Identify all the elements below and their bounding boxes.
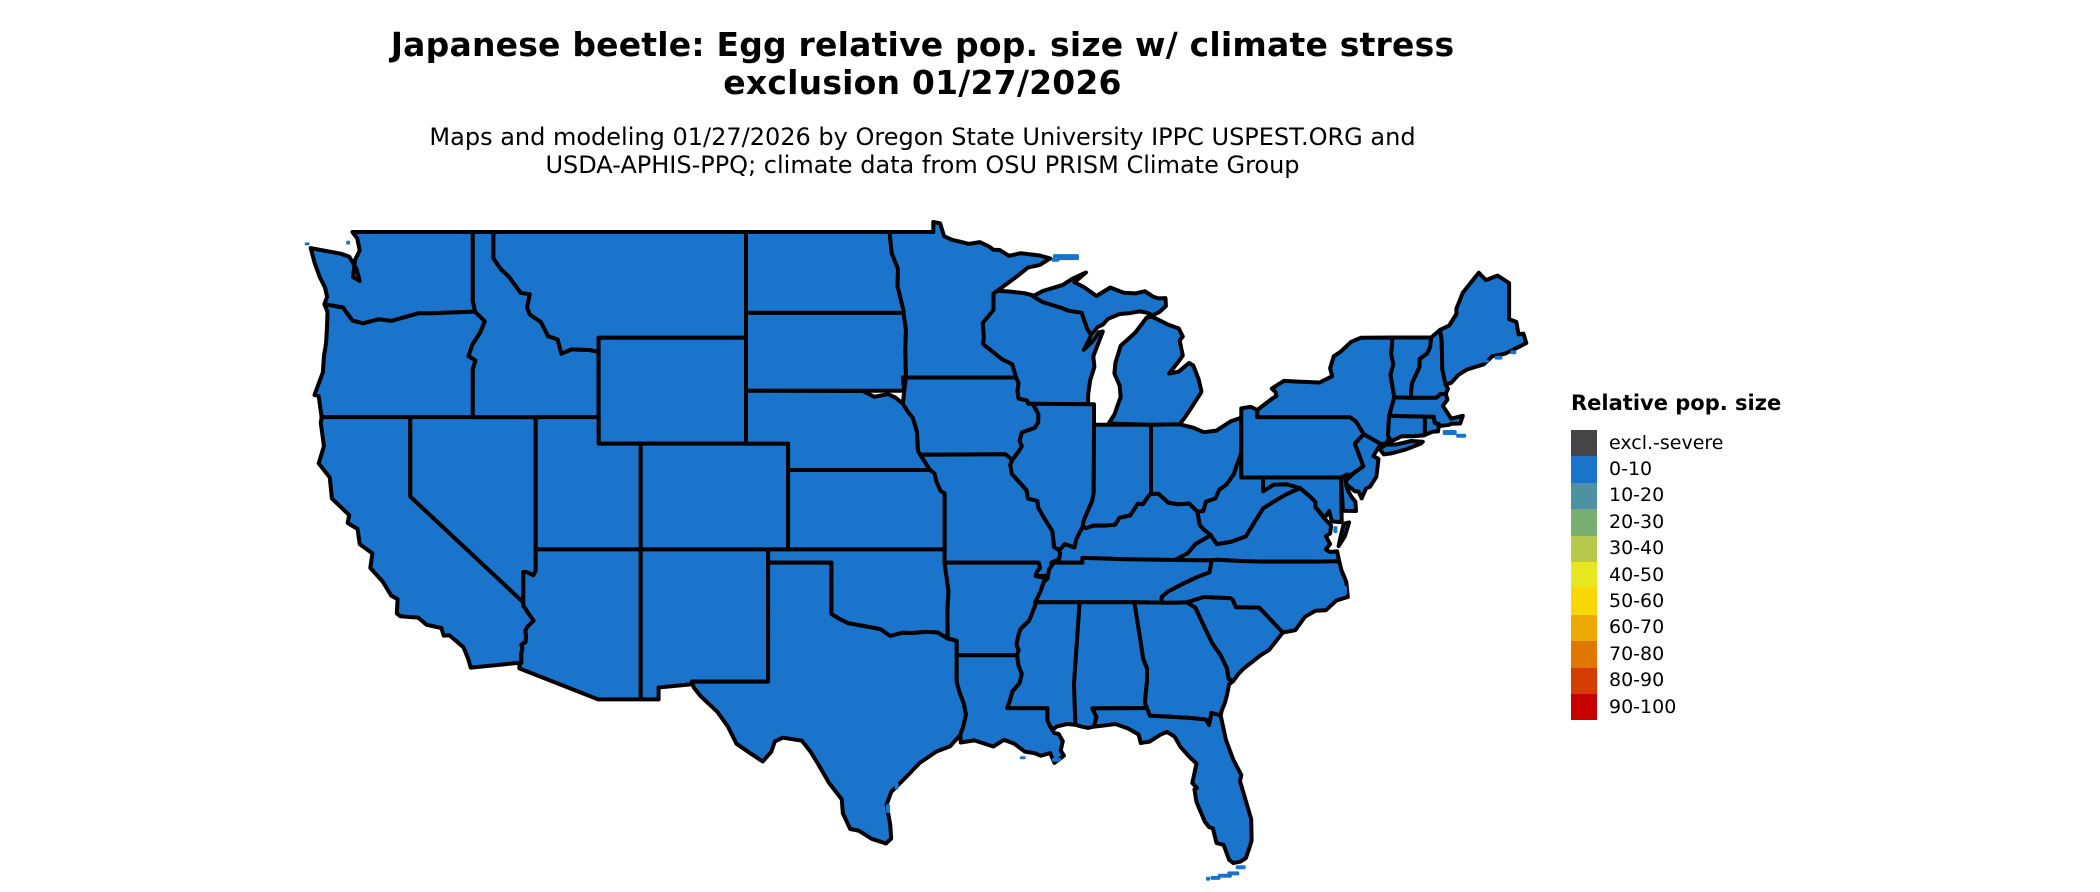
legend-item: 70-80 xyxy=(1571,641,1781,668)
legend-swatch-5 xyxy=(1571,561,1597,589)
states-layer xyxy=(308,219,1529,866)
island-speck xyxy=(1053,254,1079,261)
island-speck xyxy=(1051,257,1060,262)
subtitle-line-1: Maps and modeling 01/27/2026 by Oregon S… xyxy=(429,123,1416,151)
coastal-islands-layer xyxy=(304,240,1517,881)
legend-label: 90-100 xyxy=(1609,695,1677,718)
island-speck xyxy=(1510,350,1517,355)
state-SC xyxy=(1185,595,1285,683)
state-TX xyxy=(689,560,968,846)
legend-item: 20-30 xyxy=(1571,509,1781,536)
state-MS xyxy=(1005,600,1082,732)
state-AZ xyxy=(517,547,643,702)
legend-item: 80-90 xyxy=(1571,667,1781,694)
legend-label: 30-40 xyxy=(1609,537,1665,560)
legend-swatch-2 xyxy=(1571,482,1597,510)
island-speck xyxy=(1482,359,1489,363)
legend-item: 50-60 xyxy=(1571,588,1781,615)
island-speck xyxy=(1217,873,1232,878)
island-speck xyxy=(1210,875,1221,880)
island-speck xyxy=(1342,585,1347,595)
island-speck xyxy=(886,804,891,814)
legend-swatch-3 xyxy=(1571,509,1597,536)
state-OR xyxy=(312,302,487,420)
legend-swatch-10 xyxy=(1571,693,1597,721)
state-WY xyxy=(596,335,748,446)
state-NM xyxy=(638,547,771,702)
subtitle-line-2: USDA-APHIS-PPQ; climate data from OSU PR… xyxy=(545,150,1300,179)
island-speck xyxy=(304,242,310,246)
legend-item: 30-40 xyxy=(1571,535,1781,562)
island-speck xyxy=(1456,433,1467,438)
legend-swatch-0 xyxy=(1571,430,1597,457)
page-title: Japanese beetle: Egg relative pop. size … xyxy=(0,26,1845,102)
island-speck xyxy=(1333,526,1338,534)
legend-label: 10-20 xyxy=(1609,484,1665,507)
state-SD xyxy=(744,310,908,393)
legend-title: Relative pop. size xyxy=(1571,391,1782,415)
legend-swatch-4 xyxy=(1571,535,1597,562)
legend-label: 0-10 xyxy=(1609,458,1653,481)
legend-item: 60-70 xyxy=(1571,614,1781,642)
legend-swatch-1 xyxy=(1571,456,1597,483)
state-MD xyxy=(1261,475,1344,525)
legend-swatch-7 xyxy=(1571,614,1597,642)
legend-item: 10-20 xyxy=(1571,482,1781,510)
legend-item: 40-50 xyxy=(1571,561,1781,589)
legend-label: 50-60 xyxy=(1609,590,1665,613)
legend-label: 60-70 xyxy=(1609,616,1665,639)
state-FL xyxy=(1090,706,1254,866)
island-speck xyxy=(1442,430,1457,435)
island-speck xyxy=(1206,876,1210,881)
state-MN xyxy=(887,219,1053,380)
legend-swatch-6 xyxy=(1571,588,1597,615)
state-ME xyxy=(1438,270,1529,387)
legend: Relative pop. size excl.-severe 0-10 10-20… xyxy=(1571,391,1782,721)
legend-swatch-8 xyxy=(1571,641,1597,668)
legend-label: 40-50 xyxy=(1609,563,1665,586)
legend-item: excl.-severe xyxy=(1571,430,1781,457)
state-CO xyxy=(638,441,791,552)
island-speck xyxy=(1235,865,1246,870)
legend-label: excl.-severe xyxy=(1609,431,1724,454)
legend-swatch-9 xyxy=(1571,667,1597,694)
legend-label: 20-30 xyxy=(1609,510,1665,533)
island-speck xyxy=(346,240,351,245)
legend-item: 90-100 xyxy=(1571,693,1781,721)
legend-rows: excl.-severe 0-10 10-20 20-30 30-40 40-50 50-6… xyxy=(1571,430,1781,721)
state-MI xyxy=(1030,270,1204,427)
title-line-2: exclusion 01/27/2026 xyxy=(723,63,1122,102)
state-WI xyxy=(980,288,1105,407)
title-line-1: Japanese beetle: Egg relative pop. size … xyxy=(390,25,1455,64)
island-speck xyxy=(1052,757,1061,762)
state-CT xyxy=(1383,413,1427,446)
legend-label: 80-90 xyxy=(1609,669,1665,692)
island-speck xyxy=(1019,756,1026,760)
state-ND xyxy=(744,230,906,315)
island-speck xyxy=(1494,355,1503,360)
state-NJ xyxy=(1343,432,1383,501)
legend-item: 0-10 xyxy=(1571,456,1781,483)
legend-label: 70-80 xyxy=(1609,642,1665,665)
island-speck xyxy=(894,782,899,790)
state-KS xyxy=(786,468,947,552)
page-subtitle: Maps and modeling 01/27/2026 by Oregon S… xyxy=(0,123,1845,179)
